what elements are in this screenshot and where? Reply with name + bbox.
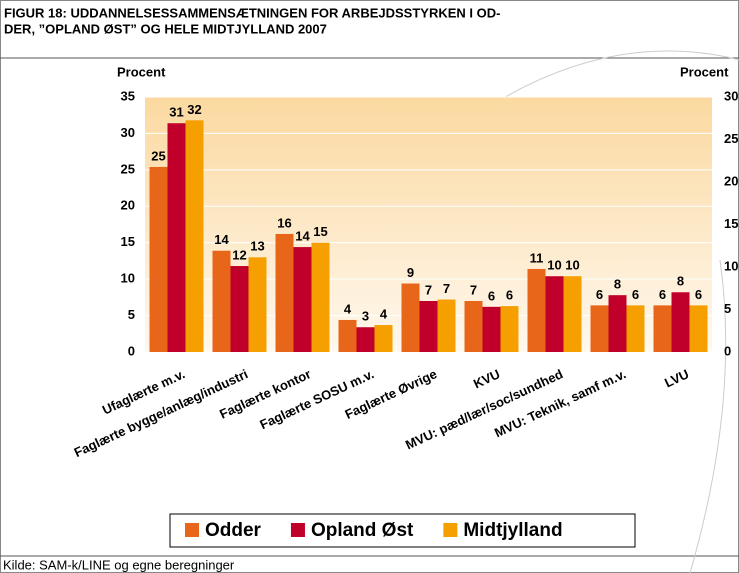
bar <box>527 268 546 352</box>
bar <box>653 305 672 352</box>
y2-tick-label: 0 <box>724 343 731 358</box>
value-label: 4 <box>344 301 352 316</box>
value-label: 16 <box>277 215 291 230</box>
bar <box>401 283 420 352</box>
bar <box>338 319 357 352</box>
decor-arc <box>689 259 727 573</box>
legend-swatch <box>185 523 199 537</box>
bar <box>626 305 645 352</box>
bar <box>608 295 627 352</box>
legend-label: Opland Øst <box>311 520 414 541</box>
y-tick-label: 5 <box>128 307 135 322</box>
value-label: 10 <box>565 258 579 273</box>
y-tick-label: 15 <box>121 234 135 249</box>
bar <box>437 299 456 352</box>
value-label: 15 <box>313 224 327 239</box>
y-axis-label: Procent <box>117 64 166 79</box>
y-tick-label: 20 <box>121 198 135 213</box>
y-tick-label: 0 <box>128 343 135 358</box>
decor-arc <box>499 50 739 101</box>
bar <box>374 325 393 352</box>
value-label: 31 <box>169 105 183 120</box>
bar <box>293 247 312 352</box>
bar <box>500 306 519 352</box>
bar <box>275 233 294 352</box>
y-tick-label: 10 <box>121 271 135 286</box>
bar <box>671 292 690 352</box>
value-label: 6 <box>506 288 513 303</box>
value-label: 9 <box>407 265 414 280</box>
y2-tick-label: 5 <box>724 301 731 316</box>
value-label: 13 <box>250 239 264 254</box>
bar <box>689 305 708 352</box>
legend <box>169 513 636 548</box>
value-label: 10 <box>547 258 561 273</box>
bar <box>563 276 582 352</box>
y2-tick-label: 15 <box>724 216 738 231</box>
bar <box>212 250 231 352</box>
value-label: 8 <box>677 274 684 289</box>
bar <box>149 166 168 352</box>
value-label: 32 <box>187 102 201 117</box>
value-label: 8 <box>614 277 621 292</box>
bar <box>167 123 186 352</box>
legend-label: Midtjylland <box>463 520 562 541</box>
bar <box>590 305 609 352</box>
value-label: 4 <box>380 306 388 321</box>
legend-swatch <box>290 523 305 537</box>
source: Kilde: SAM-k/LINE og egne beregninger <box>3 557 235 572</box>
chart-title: FIGUR 18: UDDANNELSESSAMMENSÆTNINGEN FOR… <box>4 5 500 20</box>
y2-tick-label: 30 <box>724 88 738 103</box>
value-label: 7 <box>470 282 477 297</box>
value-label: 7 <box>443 281 450 296</box>
bar <box>419 301 438 352</box>
y2-tick-label: 25 <box>724 131 738 146</box>
legend-swatch <box>443 523 458 537</box>
y2-tick-label: 20 <box>724 173 738 188</box>
bar <box>356 327 375 352</box>
value-label: 6 <box>596 287 603 302</box>
value-label: 6 <box>659 287 666 302</box>
chart-title: DER, ”OPLAND ØST” OG HELE MIDTJYLLAND 20… <box>4 21 327 36</box>
bar <box>248 257 267 352</box>
value-label: 14 <box>214 232 229 247</box>
value-label: 3 <box>362 309 369 324</box>
bar <box>311 242 330 352</box>
value-label: 14 <box>295 229 310 244</box>
legend-label: Odder <box>205 520 262 541</box>
bar <box>185 120 204 352</box>
bar <box>545 276 564 352</box>
bar <box>230 266 249 352</box>
y-tick-label: 35 <box>121 88 135 103</box>
value-label: 25 <box>151 148 165 163</box>
value-label: 6 <box>488 288 495 303</box>
value-label: 11 <box>530 250 544 265</box>
y2-axis-label: Procent <box>680 64 729 79</box>
bar <box>464 301 483 352</box>
y-tick-label: 30 <box>121 125 135 140</box>
y2-tick-label: 10 <box>724 258 738 273</box>
value-label: 6 <box>632 287 639 302</box>
value-label: 7 <box>425 282 432 297</box>
y-tick-label: 25 <box>121 161 135 176</box>
value-label: 12 <box>232 247 246 262</box>
bar <box>482 306 501 352</box>
value-label: 6 <box>695 287 702 302</box>
